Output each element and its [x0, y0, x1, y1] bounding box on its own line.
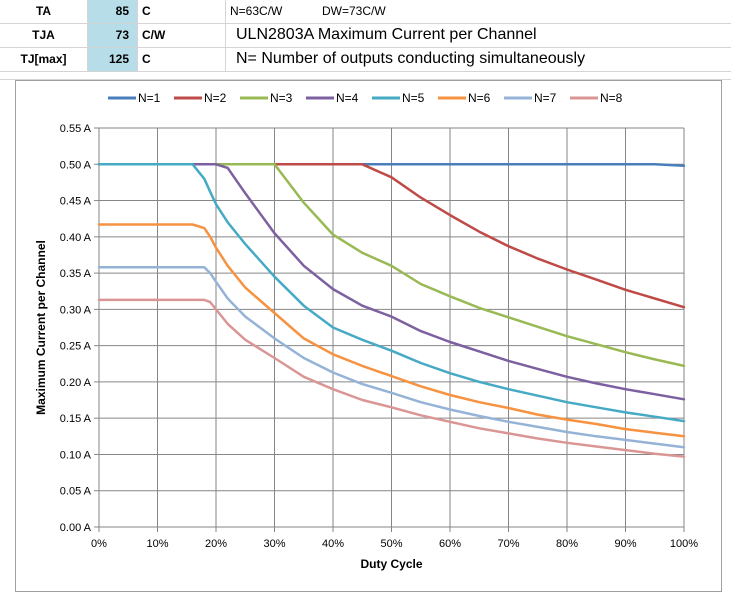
legend-label-n3: N=3 — [270, 91, 293, 105]
tjmax-value-cell[interactable]: 125 — [88, 48, 138, 72]
x-tick-label: 40% — [322, 538, 344, 550]
note-dw-text: DW=73C/W — [322, 4, 386, 18]
y-tick-label: 0.05 A — [60, 486, 92, 498]
y-tick-label: 0.30 A — [60, 304, 92, 316]
x-tick-label: 60% — [439, 538, 461, 550]
ta-value-cell[interactable]: 85 — [88, 0, 138, 24]
x-tick-label: 90% — [614, 538, 636, 550]
y-tick-label: 0.40 A — [60, 232, 92, 244]
note-row-cell[interactable]: N=63C/W DW=73C/W — [226, 0, 731, 24]
tjmax-unit-cell[interactable]: C — [138, 48, 226, 72]
series-line-n8 — [97, 298, 686, 458]
legend-label-n2: N=2 — [204, 91, 227, 105]
x-tick-label: 80% — [556, 538, 578, 550]
legend-label-n1: N=1 — [138, 91, 161, 105]
y-tick-label: 0.10 A — [60, 449, 92, 461]
note-n-text: N=63C/W — [230, 4, 283, 18]
empty-row — [0, 72, 731, 80]
y-tick-label: 0.50 A — [60, 159, 92, 171]
x-tick-label: 0% — [91, 538, 107, 550]
ta-unit-cell[interactable]: C — [138, 0, 226, 24]
chart-area[interactable]: 0.00 A 0.05 A 0.10 A 0.15 A 0.20 A 0.25 A 0.30… — [15, 80, 722, 592]
legend-label-n4: N=4 — [336, 91, 359, 105]
ta-label-cell[interactable]: TA — [0, 0, 88, 24]
series-line-n5 — [97, 163, 686, 423]
series-line-n6 — [97, 223, 686, 438]
tja-label-cell[interactable]: TJA — [0, 24, 88, 48]
x-tick-label: 100% — [670, 538, 698, 550]
subtitle-cell[interactable]: N= Number of outputs conducting simultan… — [226, 48, 731, 72]
tja-unit-cell[interactable]: C/W — [138, 24, 226, 48]
x-tick-label: 10% — [146, 538, 168, 550]
y-tick-label: 0.20 A — [60, 377, 92, 389]
title-cell[interactable]: ULN2803A Maximum Current per Channel — [226, 24, 731, 48]
y-tick-label: 0.45 A — [60, 196, 92, 208]
x-tick-label: 70% — [497, 538, 519, 550]
tja-value-cell[interactable]: 73 — [88, 24, 138, 48]
tjmax-label-cell[interactable]: TJ[max] — [0, 48, 88, 72]
sheet-title: ULN2803A Maximum Current per Channel — [236, 26, 537, 43]
series-line-n7 — [97, 266, 686, 449]
sheet-subtitle: N= Number of outputs conducting simultan… — [236, 50, 586, 67]
x-axis-title: Duty Cycle — [360, 557, 422, 571]
line-chart: 0.00 A 0.05 A 0.10 A 0.15 A 0.20 A 0.25 A 0.30… — [34, 91, 698, 571]
y-tick-label: 0.00 A — [60, 522, 92, 534]
x-tick-label: 50% — [380, 538, 402, 550]
legend-label-n8: N=8 — [600, 91, 623, 105]
y-tick-label: 0.25 A — [60, 341, 92, 353]
x-tick-label: 20% — [205, 538, 227, 550]
y-tick-label: 0.15 A — [60, 413, 92, 425]
y-axis-title: Maximum Current per Channel — [34, 240, 48, 415]
y-tick-label: 0.35 A — [60, 268, 92, 280]
legend-label-n5: N=5 — [402, 91, 425, 105]
legend-label-n7: N=7 — [534, 91, 557, 105]
legend-label-n6: N=6 — [468, 91, 491, 105]
series-line-n4 — [97, 163, 686, 401]
x-tick-label: 30% — [263, 538, 285, 550]
y-tick-label: 0.55 A — [60, 123, 92, 135]
